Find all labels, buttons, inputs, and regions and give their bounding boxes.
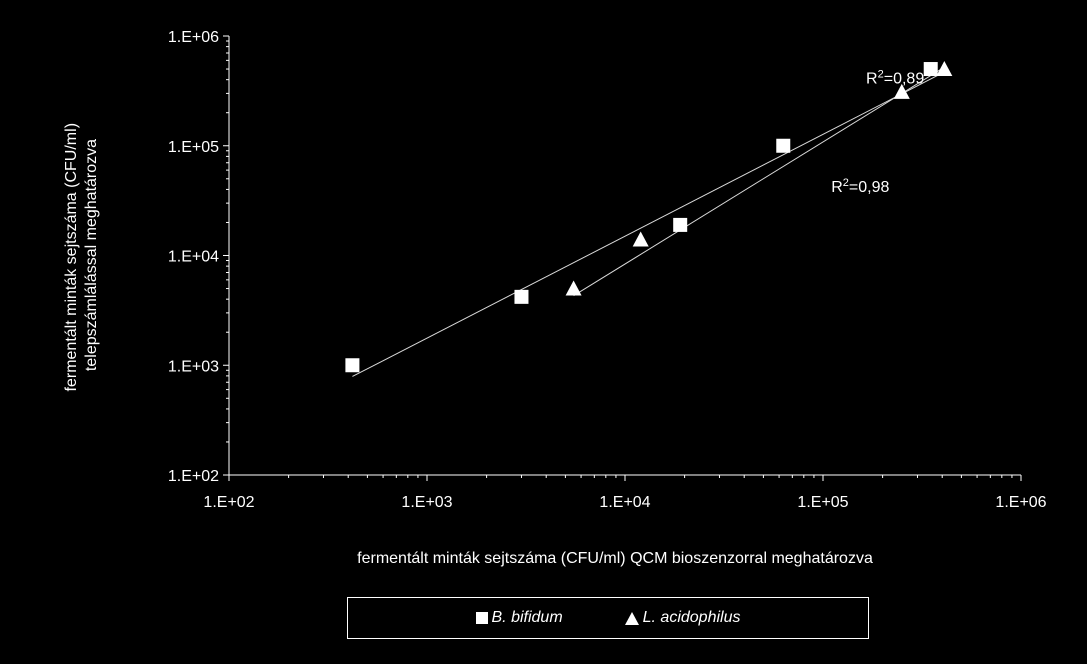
trendline-bifidum bbox=[352, 72, 943, 377]
x-tick-label: 1.E+06 bbox=[995, 494, 1046, 511]
data-point-acidophilus bbox=[565, 280, 582, 296]
y-tick-label: 1.E+05 bbox=[168, 139, 219, 156]
y-axis-title-line-2: telepszámlálással meghatározva bbox=[83, 139, 100, 371]
data-point-acidophilus bbox=[936, 61, 953, 77]
data-point-acidophilus bbox=[632, 231, 649, 247]
data-point-bifidum bbox=[776, 138, 791, 153]
x-tick-label: 1.E+05 bbox=[797, 494, 848, 511]
x-tick-label: 1.E+03 bbox=[401, 494, 452, 511]
r2-label-bifidum: R2=0,89 bbox=[866, 68, 924, 87]
triangle-marker-icon bbox=[624, 611, 639, 625]
r2-labels: R2=0,89 R2=0,98 bbox=[831, 68, 924, 195]
trendlines bbox=[352, 66, 945, 377]
x-tick-label: 1.E+04 bbox=[599, 494, 650, 511]
y-tick-label: 1.E+06 bbox=[168, 29, 219, 46]
x-tick-label: 1.E+02 bbox=[203, 494, 254, 511]
y-tick-label: 1.E+03 bbox=[168, 358, 219, 375]
data-point-acidophilus bbox=[893, 83, 910, 99]
r2-label-acidophilus: R2=0,98 bbox=[831, 177, 889, 196]
data-point-bifidum bbox=[514, 289, 529, 304]
y-axis-title: fermentált minták sejtszáma (CFU/ml) tel… bbox=[63, 119, 100, 392]
data-point-bifidum bbox=[673, 217, 688, 232]
x-axis-title: fermentált minták sejtszáma (CFU/ml) QCM… bbox=[357, 550, 873, 567]
legend-entry-bifidum: B. bifidum bbox=[475, 609, 563, 627]
data-point-bifidum bbox=[923, 62, 938, 77]
y-tick-label: 1.E+02 bbox=[168, 468, 219, 485]
legend-entry-acidophilus: L. acidophilus bbox=[624, 609, 741, 627]
y-tick-label: 1.E+04 bbox=[168, 249, 219, 266]
legend-label-bifidum: B. bifidum bbox=[491, 609, 563, 626]
data-points bbox=[345, 61, 953, 373]
y-axis-title-line-1: fermentált minták sejtszáma (CFU/ml) bbox=[63, 123, 80, 392]
axes: 1.E+02 1.E+03 1.E+04 1.E+05 1.E+06 1.E+02 1.E+… bbox=[168, 29, 1047, 511]
trendline-acidophilus bbox=[573, 66, 945, 297]
legend: B. bifidum L. acidophilus bbox=[347, 597, 869, 639]
square-marker-icon bbox=[475, 612, 488, 624]
legend-label-acidophilus: L. acidophilus bbox=[642, 609, 741, 626]
data-point-bifidum bbox=[345, 358, 360, 373]
